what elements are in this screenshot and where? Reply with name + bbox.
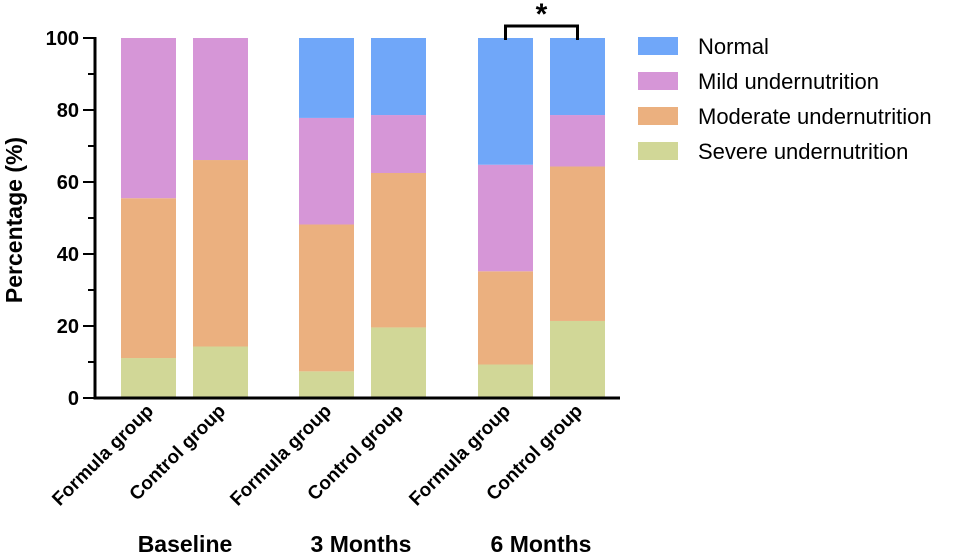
bar-normal-5 <box>478 38 533 165</box>
bar-moderate-undernutrition-3 <box>299 224 354 372</box>
significance-label: * <box>536 0 548 31</box>
y-tick-label-60: 60 <box>57 172 79 194</box>
bar-severe-undernutrition-5 <box>478 364 533 398</box>
legend-label-severe-undernutrition: Severe undernutrition <box>698 139 908 164</box>
axes-layer: 0 20 40 60 80 100 <box>46 28 620 410</box>
bar-mild-undernutrition-1 <box>121 38 176 199</box>
legend-swatch-mild-undernutrition <box>638 72 678 90</box>
legend-label-normal: Normal <box>698 34 769 59</box>
bar-mild-undernutrition-2 <box>193 38 248 161</box>
bar-moderate-undernutrition-1 <box>121 198 176 359</box>
group-labels: Baseline 3 Months 6 Months <box>138 531 592 557</box>
bar-normal-3 <box>299 38 354 118</box>
group-label-6-months: 6 Months <box>491 531 592 557</box>
bar-severe-undernutrition-3 <box>299 371 354 398</box>
bar-severe-undernutrition-4 <box>371 327 426 398</box>
bar-normal-4 <box>371 38 426 116</box>
bar-mild-undernutrition-4 <box>371 115 426 173</box>
bar-moderate-undernutrition-6 <box>550 166 605 321</box>
y-tick-label-40: 40 <box>57 244 79 266</box>
bar-moderate-undernutrition-4 <box>371 173 426 328</box>
bar-mild-undernutrition-3 <box>299 117 354 225</box>
bar-normal-6 <box>550 38 605 116</box>
group-label-3-months: 3 Months <box>311 531 412 557</box>
y-axis-title: Percentage (%) <box>1 137 27 303</box>
bar-severe-undernutrition-6 <box>550 320 605 398</box>
y-tick-label-80: 80 <box>57 100 79 122</box>
legend-label-mild-undernutrition: Mild undernutrition <box>698 69 879 94</box>
bar-severe-undernutrition-2 <box>193 346 248 398</box>
y-tick-label-100: 100 <box>46 28 79 50</box>
legend-swatch-moderate-undernutrition <box>638 107 678 125</box>
significance-bracket: * <box>504 0 579 40</box>
bar-mild-undernutrition-5 <box>478 164 533 272</box>
bars-layer <box>121 38 605 398</box>
bar-severe-undernutrition-1 <box>121 358 176 398</box>
y-tick-label-20: 20 <box>57 316 79 338</box>
y-tick-label-0: 0 <box>68 388 79 410</box>
legend: Normal Mild undernutrition Moderate undern… <box>638 34 932 164</box>
legend-swatch-normal <box>638 37 678 55</box>
group-label-baseline: Baseline <box>138 531 233 557</box>
legend-label-moderate-undernutrition: Moderate undernutrition <box>698 104 932 129</box>
bar-mild-undernutrition-6 <box>550 115 605 167</box>
bar-moderate-undernutrition-5 <box>478 271 533 365</box>
legend-swatch-severe-undernutrition <box>638 142 678 160</box>
bar-moderate-undernutrition-2 <box>193 160 248 347</box>
significance-line <box>504 24 579 40</box>
